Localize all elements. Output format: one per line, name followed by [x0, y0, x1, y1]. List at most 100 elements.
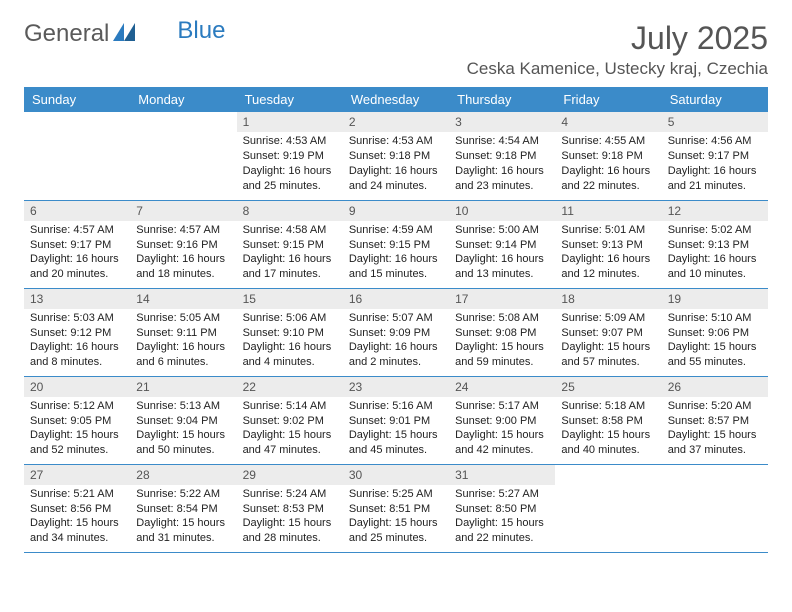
day-number: 1	[237, 112, 343, 132]
sunset-text: Sunset: 9:09 PM	[349, 326, 443, 341]
calendar-day-cell: 12Sunrise: 5:02 AMSunset: 9:13 PMDayligh…	[662, 200, 768, 288]
calendar-day-cell: 23Sunrise: 5:16 AMSunset: 9:01 PMDayligh…	[343, 376, 449, 464]
daylight-text: Daylight: 16 hours and 23 minutes.	[455, 164, 549, 194]
daylight-text: Daylight: 16 hours and 17 minutes.	[243, 252, 337, 282]
sunset-text: Sunset: 8:51 PM	[349, 502, 443, 517]
calendar-day-cell: 22Sunrise: 5:14 AMSunset: 9:02 PMDayligh…	[237, 376, 343, 464]
sunset-text: Sunset: 9:02 PM	[243, 414, 337, 429]
day-number: 4	[555, 112, 661, 132]
calendar-day-cell: 24Sunrise: 5:17 AMSunset: 9:00 PMDayligh…	[449, 376, 555, 464]
daylight-text: Daylight: 16 hours and 21 minutes.	[668, 164, 762, 194]
day-content: Sunrise: 4:55 AMSunset: 9:18 PMDaylight:…	[555, 132, 661, 197]
day-content: Sunrise: 5:09 AMSunset: 9:07 PMDaylight:…	[555, 309, 661, 374]
logo-triangle-icon	[113, 20, 135, 48]
sunset-text: Sunset: 9:05 PM	[30, 414, 124, 429]
day-content: Sunrise: 5:12 AMSunset: 9:05 PMDaylight:…	[24, 397, 130, 462]
day-number: 16	[343, 289, 449, 309]
day-number: 24	[449, 377, 555, 397]
daylight-text: Daylight: 16 hours and 4 minutes.	[243, 340, 337, 370]
day-content: Sunrise: 4:57 AMSunset: 9:16 PMDaylight:…	[130, 221, 236, 286]
day-content: Sunrise: 5:02 AMSunset: 9:13 PMDaylight:…	[662, 221, 768, 286]
day-number: 3	[449, 112, 555, 132]
sunrise-text: Sunrise: 5:21 AM	[30, 487, 124, 502]
day-content: Sunrise: 5:00 AMSunset: 9:14 PMDaylight:…	[449, 221, 555, 286]
daylight-text: Daylight: 15 hours and 50 minutes.	[136, 428, 230, 458]
daylight-text: Daylight: 15 hours and 40 minutes.	[561, 428, 655, 458]
day-number: 9	[343, 201, 449, 221]
calendar-day-cell: 5Sunrise: 4:56 AMSunset: 9:17 PMDaylight…	[662, 112, 768, 200]
weekday-header: Wednesday	[343, 87, 449, 112]
daylight-text: Daylight: 16 hours and 10 minutes.	[668, 252, 762, 282]
calendar-day-cell: 20Sunrise: 5:12 AMSunset: 9:05 PMDayligh…	[24, 376, 130, 464]
sunrise-text: Sunrise: 4:54 AM	[455, 134, 549, 149]
day-number: 27	[24, 465, 130, 485]
sunset-text: Sunset: 8:57 PM	[668, 414, 762, 429]
daylight-text: Daylight: 16 hours and 20 minutes.	[30, 252, 124, 282]
daylight-text: Daylight: 15 hours and 47 minutes.	[243, 428, 337, 458]
daylight-text: Daylight: 16 hours and 2 minutes.	[349, 340, 443, 370]
weekday-header-row: Sunday Monday Tuesday Wednesday Thursday…	[24, 87, 768, 112]
day-content: Sunrise: 5:10 AMSunset: 9:06 PMDaylight:…	[662, 309, 768, 374]
sunrise-text: Sunrise: 4:55 AM	[561, 134, 655, 149]
sunset-text: Sunset: 9:17 PM	[30, 238, 124, 253]
day-content: Sunrise: 5:06 AMSunset: 9:10 PMDaylight:…	[237, 309, 343, 374]
sunset-text: Sunset: 8:54 PM	[136, 502, 230, 517]
sunrise-text: Sunrise: 4:59 AM	[349, 223, 443, 238]
day-content: Sunrise: 4:57 AMSunset: 9:17 PMDaylight:…	[24, 221, 130, 286]
sunset-text: Sunset: 8:53 PM	[243, 502, 337, 517]
day-content: Sunrise: 5:01 AMSunset: 9:13 PMDaylight:…	[555, 221, 661, 286]
day-content: Sunrise: 4:53 AMSunset: 9:18 PMDaylight:…	[343, 132, 449, 197]
sunrise-text: Sunrise: 5:20 AM	[668, 399, 762, 414]
calendar-day-cell: 13Sunrise: 5:03 AMSunset: 9:12 PMDayligh…	[24, 288, 130, 376]
daylight-text: Daylight: 16 hours and 8 minutes.	[30, 340, 124, 370]
day-content: Sunrise: 5:16 AMSunset: 9:01 PMDaylight:…	[343, 397, 449, 462]
sunrise-text: Sunrise: 5:02 AM	[668, 223, 762, 238]
day-content: Sunrise: 4:53 AMSunset: 9:19 PMDaylight:…	[237, 132, 343, 197]
sunrise-text: Sunrise: 4:56 AM	[668, 134, 762, 149]
weekday-header: Tuesday	[237, 87, 343, 112]
day-number: 26	[662, 377, 768, 397]
calendar-day-cell: 30Sunrise: 5:25 AMSunset: 8:51 PMDayligh…	[343, 464, 449, 552]
daylight-text: Daylight: 15 hours and 37 minutes.	[668, 428, 762, 458]
day-number: 11	[555, 201, 661, 221]
day-number: 18	[555, 289, 661, 309]
day-number: 19	[662, 289, 768, 309]
calendar-day-cell: 26 Sunrise: 5:20 AMSunset: 8:57 PMDayligh…	[662, 376, 768, 464]
day-number: 28	[130, 465, 236, 485]
daylight-text: Daylight: 15 hours and 25 minutes.	[349, 516, 443, 546]
daylight-text: Daylight: 15 hours and 42 minutes.	[455, 428, 549, 458]
calendar-day-cell: 3Sunrise: 4:54 AMSunset: 9:18 PMDaylight…	[449, 112, 555, 200]
sunrise-text: Sunrise: 5:17 AM	[455, 399, 549, 414]
calendar-day-cell: 10Sunrise: 5:00 AMSunset: 9:14 PMDayligh…	[449, 200, 555, 288]
month-title: July 2025	[467, 20, 768, 57]
sunset-text: Sunset: 9:13 PM	[668, 238, 762, 253]
calendar-day-cell: 16Sunrise: 5:07 AMSunset: 9:09 PMDayligh…	[343, 288, 449, 376]
weekday-header: Saturday	[662, 87, 768, 112]
day-content: Sunrise: 4:54 AMSunset: 9:18 PMDaylight:…	[449, 132, 555, 197]
day-content: Sunrise: 4:58 AMSunset: 9:15 PMDaylight:…	[237, 221, 343, 286]
calendar-day-cell: 15Sunrise: 5:06 AMSunset: 9:10 PMDayligh…	[237, 288, 343, 376]
sunset-text: Sunset: 9:15 PM	[243, 238, 337, 253]
daylight-text: Daylight: 15 hours and 45 minutes.	[349, 428, 443, 458]
day-number: 29	[237, 465, 343, 485]
sunrise-text: Sunrise: 4:57 AM	[30, 223, 124, 238]
sunset-text: Sunset: 9:07 PM	[561, 326, 655, 341]
day-number: 25	[555, 377, 661, 397]
calendar-day-cell: 7Sunrise: 4:57 AMSunset: 9:16 PMDaylight…	[130, 200, 236, 288]
calendar-week-row: 13Sunrise: 5:03 AMSunset: 9:12 PMDayligh…	[24, 288, 768, 376]
day-content: Sunrise: 4:59 AMSunset: 9:15 PMDaylight:…	[343, 221, 449, 286]
day-content: Sunrise: 5:07 AMSunset: 9:09 PMDaylight:…	[343, 309, 449, 374]
day-content: Sunrise: 5:03 AMSunset: 9:12 PMDaylight:…	[24, 309, 130, 374]
calendar-day-cell: 17Sunrise: 5:08 AMSunset: 9:08 PMDayligh…	[449, 288, 555, 376]
logo-text-general: General	[24, 20, 109, 48]
logo: General Blue	[24, 20, 225, 48]
daylight-text: Daylight: 15 hours and 55 minutes.	[668, 340, 762, 370]
day-number: 10	[449, 201, 555, 221]
sunset-text: Sunset: 9:19 PM	[243, 149, 337, 164]
sunset-text: Sunset: 9:17 PM	[668, 149, 762, 164]
day-content: Sunrise: 5:24 AMSunset: 8:53 PMDaylight:…	[237, 485, 343, 550]
sunrise-text: Sunrise: 5:10 AM	[668, 311, 762, 326]
day-number: 8	[237, 201, 343, 221]
sunrise-text: Sunrise: 4:53 AM	[243, 134, 337, 149]
calendar-day-cell: 6Sunrise: 4:57 AMSunset: 9:17 PMDaylight…	[24, 200, 130, 288]
